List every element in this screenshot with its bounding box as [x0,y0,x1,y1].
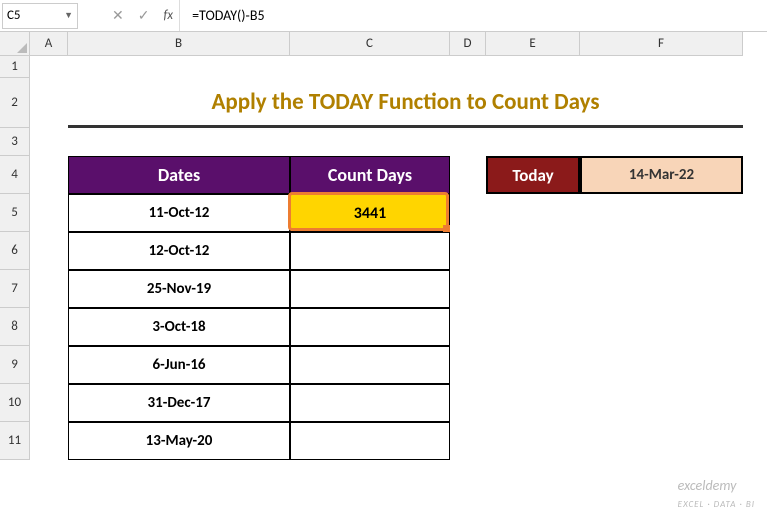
row-header[interactable]: 7 [0,270,30,308]
fx-icon[interactable]: fx [163,8,173,23]
name-box-value: C5 [7,8,21,23]
col-header[interactable]: B [68,32,290,56]
sheet-area: 1234567891011 ABCDEF Apply the TODAY Fun… [0,32,767,521]
count-cell[interactable] [290,346,450,384]
count-header: Count Days [290,156,450,194]
count-cell[interactable] [290,270,450,308]
date-cell[interactable]: 11-Oct-12 [68,194,290,232]
date-cell[interactable]: 13-May-20 [68,422,290,460]
date-cell[interactable]: 3-Oct-18 [68,308,290,346]
today-label: Today [486,156,580,194]
count-cell[interactable] [290,422,450,460]
row-header[interactable]: 11 [0,422,30,460]
dates-header: Dates [68,156,290,194]
cancel-icon[interactable]: ✕ [112,7,124,24]
col-header[interactable]: E [486,32,580,56]
col-header[interactable]: A [30,32,68,56]
row-header[interactable]: 4 [0,156,30,194]
row-header[interactable]: 6 [0,232,30,270]
date-cell[interactable]: 25-Nov-19 [68,270,290,308]
formula-text: =TODAY()-B5 [192,7,264,24]
select-all-corner[interactable] [0,32,30,56]
watermark-main: exceldemy [678,477,737,494]
count-cell-active[interactable]: 3441 [290,194,450,232]
row-header[interactable]: 8 [0,308,30,346]
date-cell[interactable]: 31-Dec-17 [68,384,290,422]
today-value: 14-Mar-22 [580,156,743,194]
row-header[interactable]: 5 [0,194,30,232]
row-header[interactable]: 2 [0,78,30,128]
col-header[interactable]: F [580,32,743,56]
count-cell[interactable] [290,232,450,270]
count-cell[interactable] [290,308,450,346]
date-cell[interactable]: 6-Jun-16 [68,346,290,384]
col-header[interactable]: D [450,32,486,56]
watermark-sub: EXCEL · DATA · BI [678,499,755,510]
col-headers: ABCDEF [30,32,767,56]
col-header[interactable]: C [290,32,450,56]
formula-input[interactable]: =TODAY()-B5 [179,0,767,31]
row-header[interactable]: 3 [0,128,30,156]
row-header[interactable]: 1 [0,56,30,78]
row-header[interactable]: 10 [0,384,30,422]
name-box[interactable]: C5 ▼ [2,3,78,29]
page-title: Apply the TODAY Function to Count Days [68,78,743,128]
formula-bar-buttons: ✕ ✓ fx [106,7,179,24]
date-cell[interactable]: 12-Oct-12 [68,232,290,270]
name-box-dropdown-icon[interactable]: ▼ [64,10,73,21]
count-cell[interactable] [290,384,450,422]
formula-bar: C5 ▼ ✕ ✓ fx =TODAY()-B5 [0,0,767,32]
row-header[interactable]: 9 [0,346,30,384]
watermark: exceldemy EXCEL · DATA · BI [678,477,755,511]
row-headers: 1234567891011 [0,56,30,460]
confirm-icon[interactable]: ✓ [138,7,150,24]
